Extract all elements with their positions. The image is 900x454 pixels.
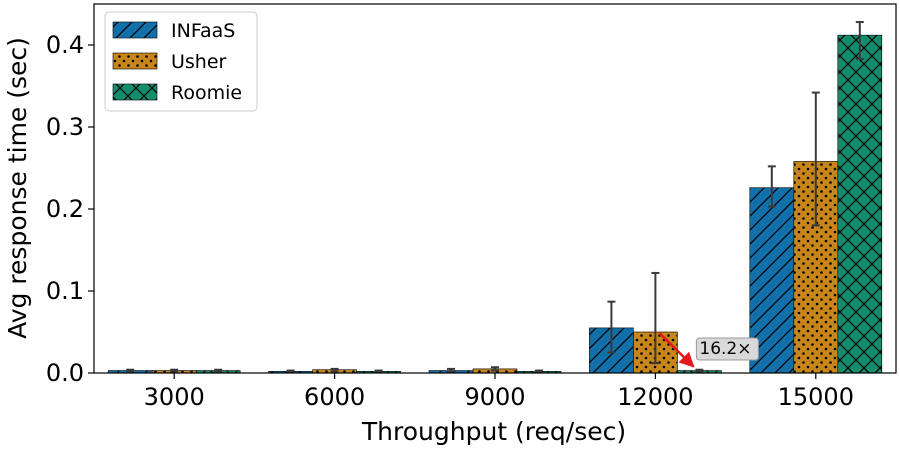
annotation-label: 16.2× bbox=[699, 339, 751, 359]
x-tick-label: 9000 bbox=[464, 383, 525, 411]
error-bar-usher-15000 bbox=[811, 91, 820, 227]
error-bar-usher-9000 bbox=[491, 366, 499, 372]
error-bar-infaas-12000 bbox=[607, 300, 616, 354]
legend-swatch-infaas bbox=[112, 21, 158, 39]
y-tick-label: 0.4 bbox=[46, 31, 84, 59]
legend-label-infaas: INFaaS bbox=[171, 20, 235, 42]
error-bar-infaas-15000 bbox=[767, 165, 776, 208]
error-bar-usher-3000 bbox=[170, 368, 179, 373]
legend-swatch-roomie bbox=[112, 83, 158, 101]
y-tick-label: 0.3 bbox=[46, 113, 84, 141]
x-tick-label: 15000 bbox=[778, 383, 854, 411]
error-bar-roomie-12000 bbox=[695, 368, 704, 373]
bar-roomie-15000 bbox=[837, 34, 883, 374]
error-bar-roomie-6000 bbox=[374, 369, 383, 374]
error-bar-infaas-9000 bbox=[447, 367, 455, 373]
annotation-arrow bbox=[658, 332, 695, 368]
error-bar-roomie-15000 bbox=[855, 21, 864, 60]
legend: INFaaS Usher Roomie bbox=[104, 11, 258, 112]
error-bar-roomie-9000 bbox=[535, 369, 543, 374]
y-tick-label: 0.2 bbox=[46, 195, 84, 223]
y-tick-label: 0.0 bbox=[46, 359, 84, 387]
error-bar-usher-12000 bbox=[651, 271, 660, 365]
error-bar-infaas-3000 bbox=[126, 368, 135, 373]
x-axis-title: Throughput (req/sec) bbox=[361, 417, 626, 446]
legend-swatch-usher bbox=[112, 52, 158, 70]
legend-label-roomie: Roomie bbox=[171, 82, 242, 104]
y-axis-title: Avg response time (sec) bbox=[3, 37, 32, 339]
annotation-box bbox=[695, 337, 759, 361]
y-tick-label: 0.1 bbox=[46, 277, 84, 305]
x-tick-label: 12000 bbox=[617, 383, 693, 411]
annotation: 16.2× bbox=[658, 332, 759, 368]
error-bar-infaas-6000 bbox=[286, 369, 295, 374]
error-bar-usher-6000 bbox=[330, 367, 339, 373]
x-tick-label: 6000 bbox=[304, 383, 365, 411]
error-bar-roomie-3000 bbox=[214, 368, 223, 373]
legend-label-usher: Usher bbox=[171, 51, 227, 73]
x-tick-label: 3000 bbox=[144, 383, 205, 411]
